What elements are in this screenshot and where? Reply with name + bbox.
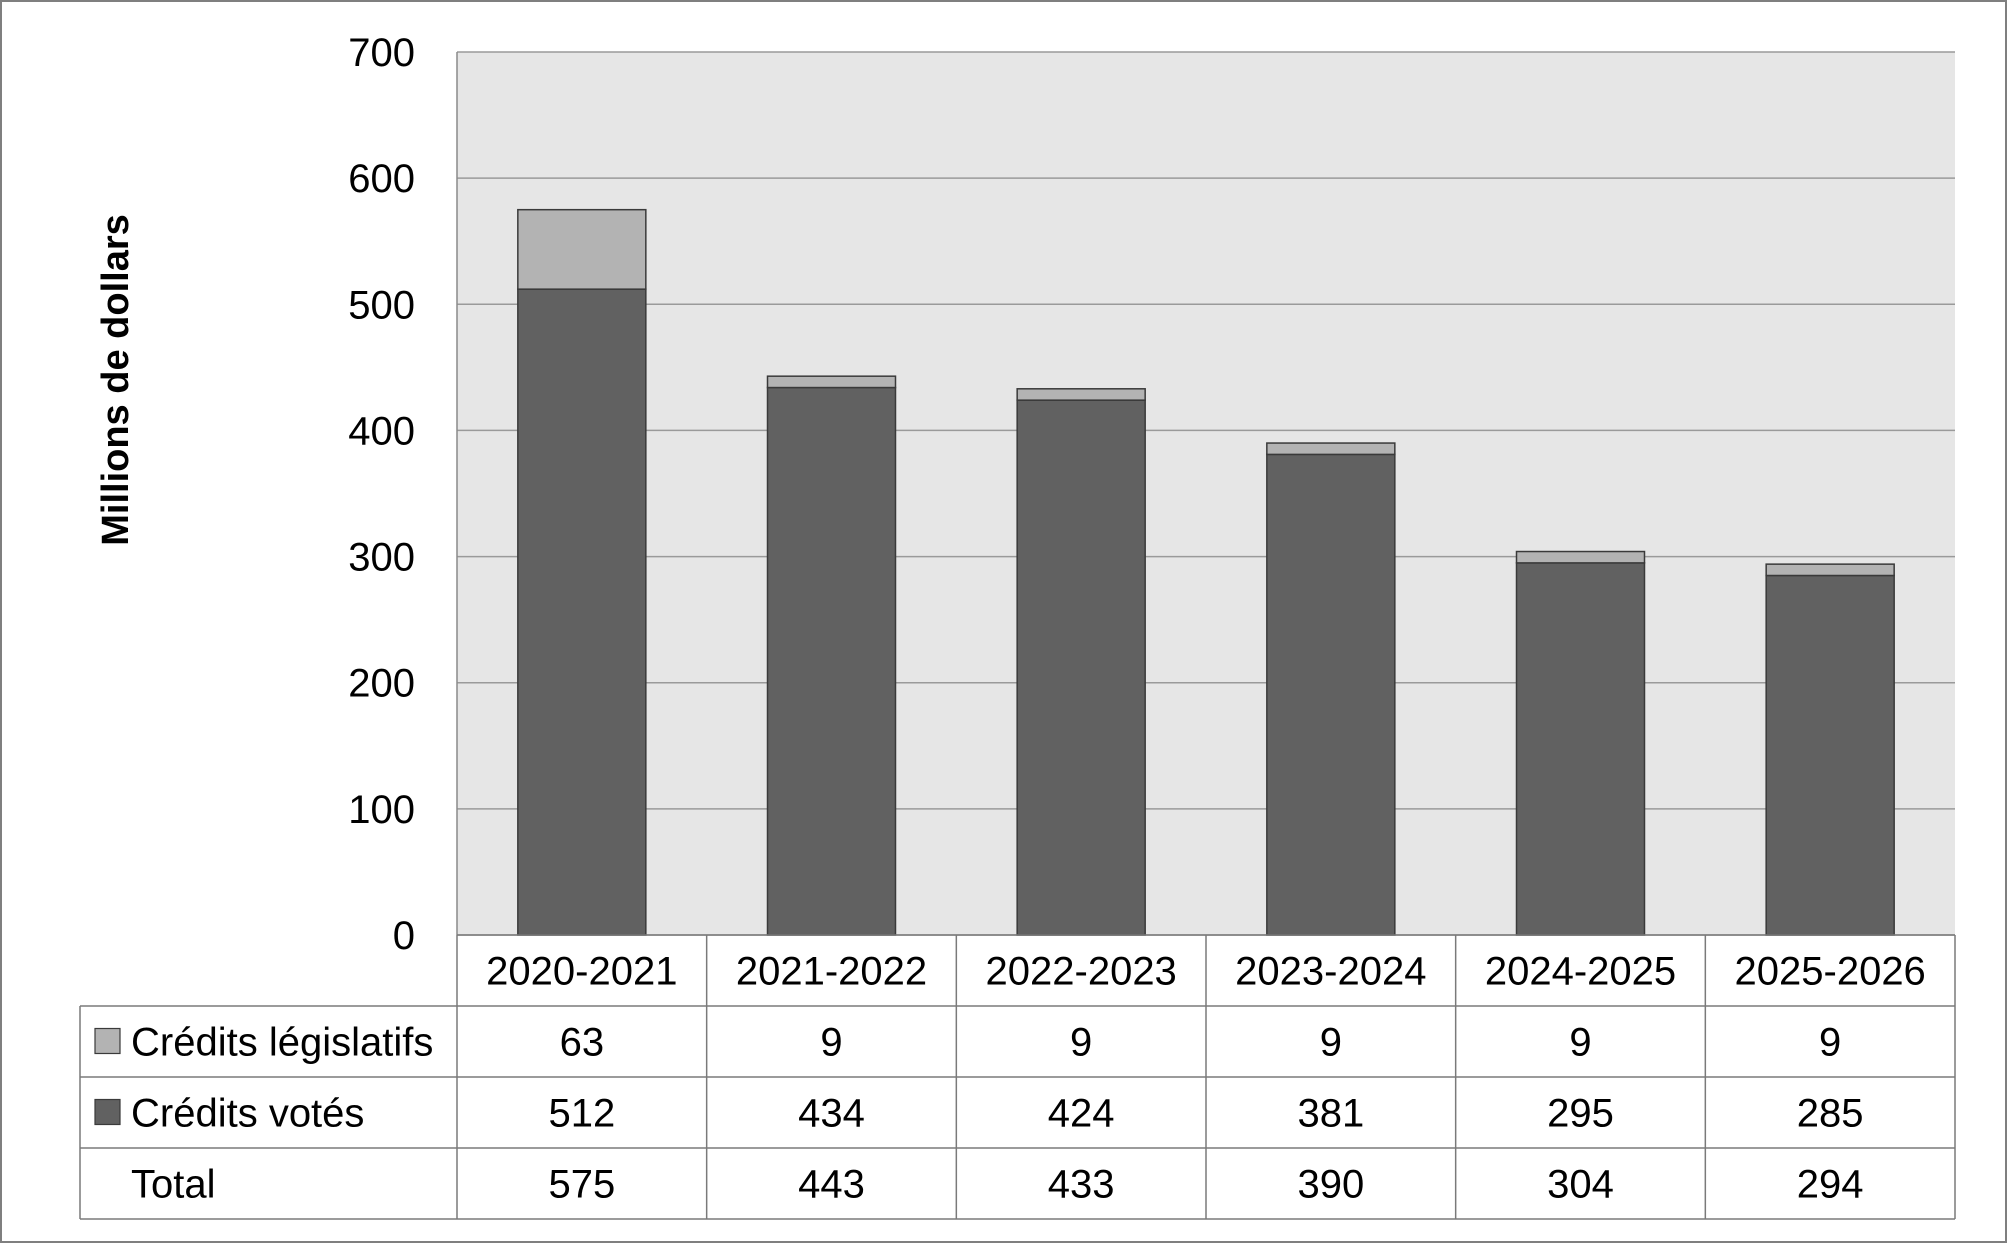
data-label: 63 — [560, 1021, 605, 1065]
data-label: 433 — [1048, 1163, 1115, 1207]
legend-label: Crédits votés — [131, 1092, 364, 1136]
bar-credits-votes — [1266, 453, 1396, 936]
bar-credits-legislatifs — [1515, 550, 1646, 564]
data-label: 295 — [1547, 1092, 1614, 1136]
y-tick-label: 700 — [348, 31, 415, 75]
bar-credits-legislatifs — [517, 208, 647, 290]
y-tick-label: 0 — [393, 914, 415, 958]
bar-credits-legislatifs — [1266, 442, 1396, 456]
data-label: 381 — [1297, 1092, 1364, 1136]
bar-credits-votes — [1016, 399, 1146, 936]
bar-credits-votes — [517, 288, 647, 936]
y-tick-label: 400 — [348, 409, 415, 453]
data-label: 294 — [1797, 1163, 1864, 1207]
bar-credits-votes — [1515, 562, 1646, 936]
bars — [517, 208, 1895, 936]
x-tick-label: 2020-2021 — [486, 950, 677, 994]
data-label: 9 — [1070, 1021, 1092, 1065]
bar-credits-legislatifs — [766, 375, 897, 389]
plot-area — [457, 52, 1955, 935]
bar-credits-votes — [1765, 574, 1895, 936]
y-axis-label: Millions de dollars — [95, 214, 137, 546]
data-label: 304 — [1547, 1163, 1614, 1207]
legend-label: Crédits législatifs — [131, 1021, 433, 1065]
legend-label: Total — [131, 1163, 216, 1207]
data-table: 2020-2021 2021-2022 2022-2023 2023-2024 2024… — [79, 934, 1956, 1220]
x-tick-label: 2024-2025 — [1485, 950, 1676, 994]
bar-credits-legislatifs — [1765, 563, 1895, 577]
data-label: 575 — [548, 1163, 615, 1207]
x-tick-label: 2022-2023 — [986, 950, 1177, 994]
bar-credits-legislatifs — [1016, 388, 1146, 401]
y-tick-label: 200 — [348, 662, 415, 706]
data-label: 424 — [1048, 1092, 1115, 1136]
legend-swatch — [94, 1098, 121, 1126]
data-label: 9 — [1320, 1021, 1342, 1065]
x-tick-label: 2023-2024 — [1235, 950, 1426, 994]
data-label: 9 — [820, 1021, 842, 1065]
data-label: 390 — [1297, 1163, 1364, 1207]
data-label: 285 — [1797, 1092, 1864, 1136]
legend-swatch — [94, 1027, 121, 1055]
data-label: 443 — [798, 1163, 865, 1207]
data-label: 9 — [1569, 1021, 1591, 1065]
data-label: 512 — [548, 1092, 615, 1136]
x-tick-label: 2025-2026 — [1735, 950, 1926, 994]
y-tick-label: 100 — [348, 788, 415, 832]
x-tick-label: 2021-2022 — [736, 950, 927, 994]
data-label: 9 — [1819, 1021, 1841, 1065]
y-tick-label: 500 — [348, 283, 415, 327]
y-tick-label: 300 — [348, 536, 415, 580]
y-axis-ticks: 0 100 200 300 400 500 600 700 — [348, 31, 415, 958]
y-tick-label: 600 — [348, 157, 415, 201]
bar-credits-votes — [766, 386, 897, 936]
data-label: 434 — [798, 1092, 865, 1136]
